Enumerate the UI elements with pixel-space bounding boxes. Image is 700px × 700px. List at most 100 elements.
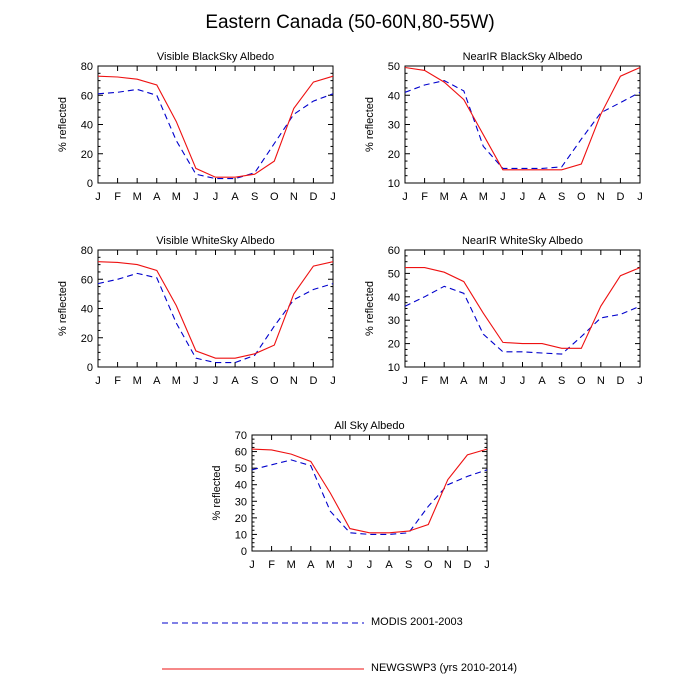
x-tick-label: F [114,375,121,387]
y-axis-label-allsky: % reflected [211,465,223,520]
panel-title-allsky: All Sky Albedo [334,420,404,432]
series-modis-line-nearir-whitesky [404,285,641,355]
x-tick-label: S [558,375,565,387]
figure-title: Eastern Canada (50-60N,80-55W) [205,12,495,33]
x-tick-label: J [249,559,255,571]
panel-allsky: All Sky Albedo % reflected 0 10 20 30 40 50 60 70… [211,420,490,571]
x-tick-label: O [270,191,279,203]
x-tick-label: J [95,191,101,203]
x-tick-label: J [213,375,219,387]
panel-nearir-blacksky: NearIR BlackSky Albedo % reflected 10 20 30 4… [364,51,643,203]
series-modis-line-allsky [251,459,488,535]
x-tick-label: J [520,375,526,387]
panel-visible-blacksky: Visible BlackSky Albedo % reflected 0 20 40 6… [57,51,336,203]
x-tick-label: M [440,375,449,387]
x-tick-label: S [251,375,258,387]
x-tick-label: D [616,375,624,387]
y-tick-label: 30 [388,120,400,132]
x-tick-label: F [421,375,428,387]
series-newgswp-line-visible-whitesky [97,261,334,359]
y-tick-label: 50 [388,268,400,280]
x-tick-label: O [577,375,586,387]
y-tick-label: 20 [388,149,400,161]
x-tick-label: J [213,191,219,203]
y-tick-label: 30 [388,315,400,327]
series-modis-line-visible-whitesky [97,272,334,364]
x-tick-label: M [133,375,142,387]
y-tick-label: 40 [81,120,93,132]
y-tick-label: 40 [388,90,400,102]
plot-frame-nearir-whitesky [404,249,641,368]
x-tick-label: M [326,559,335,571]
x-tick-label: J [500,375,506,387]
panel-nearir-whitesky: NearIR WhiteSky Albedo % reflected 10 20 30 4… [364,235,643,387]
x-tick-label: J [637,375,643,387]
plot-frame-visible-whitesky [97,249,334,368]
plot-frame-visible-blacksky [97,65,334,184]
series-modis-line-nearir-blacksky [404,80,641,169]
y-tick-label: 80 [81,245,93,257]
x-tick-label: O [424,559,433,571]
x-tick-label: N [597,191,605,203]
y-tick-label: 80 [81,61,93,73]
y-tick-label: 10 [235,529,247,541]
y-tick-label: 60 [81,90,93,102]
x-tick-label: J [520,191,526,203]
x-tick-label: J [347,559,353,571]
y-axis-label-nearir-whitesky: % reflected [364,281,376,336]
x-tick-label: A [385,559,393,571]
x-tick-label: A [538,375,546,387]
x-tick-label: M [287,559,296,571]
y-tick-label: 60 [81,274,93,286]
x-tick-label: A [460,375,468,387]
y-tick-label: 70 [235,430,247,442]
y-tick-label: 60 [388,245,400,257]
x-tick-label: F [268,559,275,571]
y-tick-label: 20 [235,513,247,525]
panel-title-nearir-whitesky: NearIR WhiteSky Albedo [462,235,583,247]
y-axis-label-visible-blacksky: % reflected [57,97,69,152]
x-tick-label: N [597,375,605,387]
x-tick-label: D [463,559,471,571]
legend-label-newgswp: NEWGSWP3 (yrs 2010-2014) [371,662,518,674]
panel-title-nearir-blacksky: NearIR BlackSky Albedo [463,51,583,63]
y-tick-label: 20 [81,149,93,161]
x-tick-label: D [309,191,317,203]
x-tick-label: M [440,191,449,203]
x-tick-label: J [95,375,101,387]
plot-frame-nearir-blacksky [404,65,641,184]
y-axis-label-nearir-blacksky: % reflected [364,97,376,152]
y-tick-label: 50 [235,463,247,475]
y-tick-label: 10 [388,178,400,190]
y-axis-label-visible-whitesky: % reflected [57,281,69,336]
y-tick-label: 40 [81,304,93,316]
x-tick-label: J [367,559,373,571]
x-tick-label: D [616,191,624,203]
x-tick-label: O [270,375,279,387]
x-tick-label: J [484,559,490,571]
x-tick-label: J [193,375,199,387]
x-tick-label: N [444,559,452,571]
x-tick-label: J [330,375,336,387]
series-newgswp-line-visible-blacksky [97,75,334,178]
x-tick-label: D [309,375,317,387]
panel-visible-whitesky: Visible WhiteSky Albedo % reflected 0 20 40 6… [57,235,336,387]
x-tick-label: N [290,375,298,387]
x-tick-label: M [479,375,488,387]
x-tick-label: J [193,191,199,203]
x-tick-label: M [172,191,181,203]
x-tick-label: J [402,375,408,387]
series-newgswp-line-allsky [251,448,488,534]
panel-title-visible-blacksky: Visible BlackSky Albedo [157,51,274,63]
legend-label-modis: MODIS 2001-2003 [371,616,463,628]
x-tick-label: O [577,191,586,203]
x-tick-label: A [231,191,239,203]
x-tick-label: M [133,191,142,203]
y-tick-label: 10 [388,362,400,374]
x-tick-label: A [153,191,161,203]
panel-title-visible-whitesky: Visible WhiteSky Albedo [156,235,274,247]
y-tick-label: 40 [388,292,400,304]
x-tick-label: S [558,191,565,203]
x-tick-label: J [637,191,643,203]
